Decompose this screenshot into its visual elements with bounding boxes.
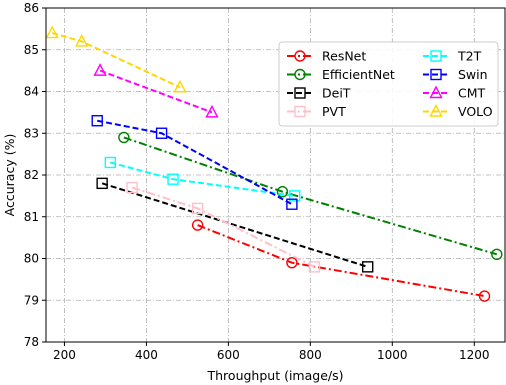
legend-label: PVT — [322, 104, 346, 119]
data-point-deit — [362, 261, 374, 273]
legend-item-swin: Swin — [423, 67, 488, 82]
data-point-t2t — [167, 173, 179, 185]
x-tick-label: 1000 — [377, 348, 408, 362]
series-line-efficientnet — [123, 136, 498, 256]
legend-item-resnet: ResNet — [287, 49, 366, 64]
legend-label: VOLO — [458, 104, 493, 119]
legend-marker — [294, 50, 306, 62]
y-tick-label: 78 — [24, 335, 39, 349]
data-point-efficientnet — [118, 131, 130, 144]
series-swin — [91, 115, 298, 210]
legend-marker — [430, 68, 442, 81]
x-axis-label: Throughput (image/s) — [207, 368, 344, 383]
legend-item-efficientnet: EfficientNet — [287, 67, 395, 82]
legend-box — [278, 41, 499, 127]
series-pvt — [126, 181, 321, 273]
legend-item-cmt: CMT — [423, 85, 486, 101]
legend-marker — [294, 105, 306, 118]
series-deit — [96, 177, 374, 273]
series-line-deit — [101, 182, 369, 268]
series-resnet — [191, 219, 491, 302]
data-point-pvt — [191, 202, 204, 215]
y-tick-label: 79 — [24, 293, 39, 307]
series-line-t2t — [110, 161, 295, 197]
x-tick-label: 1200 — [459, 348, 490, 362]
legend-label: Swin — [458, 67, 488, 82]
axis-ticks: 200 400 600 800 1000 1200 78 79 80 81 82 83 84 85 86 — [24, 1, 490, 362]
legend: ResNet EfficientNet DeiT PVT T2T Swin CMT VOLO — [278, 41, 499, 127]
data-point-pvt — [308, 261, 321, 273]
data-point-cmt — [205, 104, 219, 118]
data-point-volo — [173, 79, 187, 93]
legend-label: DeiT — [322, 86, 351, 101]
x-tick-label: 600 — [217, 348, 240, 362]
data-point-t2t — [289, 190, 301, 202]
series-line-pvt — [131, 186, 315, 268]
data-point-volo — [45, 25, 59, 39]
data-point-swin — [286, 198, 298, 210]
series-layer — [45, 25, 503, 302]
series-efficientnet — [118, 131, 503, 261]
data-point-resnet — [286, 256, 298, 269]
series-volo — [45, 25, 187, 93]
data-point-resnet — [191, 219, 204, 231]
y-tick-label: 80 — [24, 252, 39, 266]
y-tick-label: 86 — [24, 1, 39, 15]
legend-marker — [429, 85, 443, 99]
x-tick-label: 400 — [135, 348, 158, 362]
series-line-volo — [51, 32, 181, 89]
series-line-cmt — [99, 69, 213, 114]
data-point-swin — [91, 115, 103, 127]
legend-label: EfficientNet — [322, 67, 395, 82]
data-point-efficientnet — [276, 185, 289, 198]
series-cmt — [93, 63, 219, 118]
data-point-swin — [155, 127, 168, 139]
legend-item-deit: DeiT — [287, 86, 351, 101]
legend-item-volo: VOLO — [423, 103, 493, 119]
legend-marker — [429, 103, 443, 117]
legend-label: CMT — [458, 86, 486, 101]
y-tick-label: 81 — [24, 210, 39, 224]
legend-item-t2t: T2T — [423, 49, 482, 64]
series-line-swin — [97, 119, 293, 206]
data-point-pvt — [126, 181, 138, 194]
data-point-t2t — [104, 156, 117, 169]
legend-item-pvt: PVT — [287, 104, 346, 119]
data-point-efficientnet — [491, 248, 503, 261]
series-t2t — [104, 156, 301, 202]
x-tick-label: 200 — [53, 348, 76, 362]
y-axis-label: Accuracy (%) — [2, 134, 17, 217]
x-tick-label: 800 — [299, 348, 322, 362]
y-tick-label: 84 — [24, 85, 39, 99]
data-point-volo — [74, 33, 89, 47]
data-point-cmt — [93, 63, 107, 76]
legend-marker — [294, 68, 306, 81]
legend-label: T2T — [457, 49, 482, 64]
legend-marker — [430, 50, 442, 62]
legend-marker — [294, 87, 306, 99]
legend-label: ResNet — [322, 49, 366, 64]
series-line-resnet — [197, 224, 485, 298]
y-tick-label: 83 — [24, 126, 39, 140]
y-tick-label: 82 — [24, 168, 39, 182]
data-point-resnet — [478, 290, 491, 302]
y-tick-label: 85 — [24, 43, 39, 57]
data-point-deit — [96, 177, 108, 190]
